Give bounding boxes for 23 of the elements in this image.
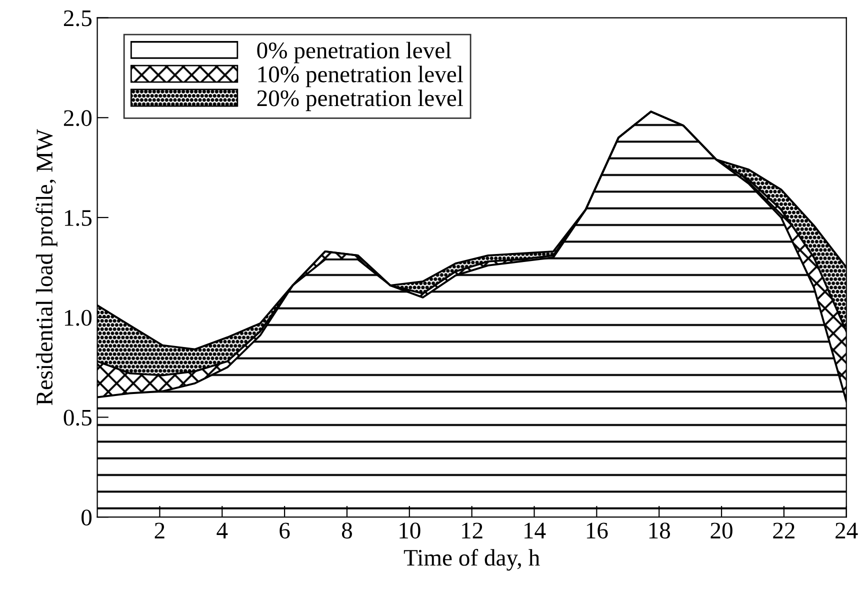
y-tick-label: 1.5 [64,210,92,226]
y-tick-label: 2.0 [64,110,92,126]
x-tick-label: 6 [280,522,290,539]
x-tick-label: 8 [342,522,352,539]
legend-label: 0% penetration level [257,42,452,64]
x-tick-label: 4 [216,522,228,538]
x-tick-label: 16 [586,522,608,539]
x-tick-label: 20 [710,522,732,539]
x-axis-title: Time of day, h [404,548,540,571]
x-tick-label: 12 [462,522,482,538]
x-tick-label: 24 [836,522,858,538]
y-tick-label: 0.5 [64,410,92,426]
y-tick-label: 2.5 [64,10,92,26]
x-tick-label: 10 [400,522,420,539]
x-tick-label: 18 [649,522,670,539]
legend-label: 20% penetration level [257,90,464,112]
y-tick-label: 1.0 [64,310,92,326]
x-tick-label: 22 [773,522,794,538]
y-axis-title: Residential load profile, MW [36,129,58,406]
x-tick-label: 2 [154,522,164,538]
x-tick-label: 14 [524,522,546,538]
legend-label: 10% penetration level [258,66,464,88]
y-tick-label: 0 [82,510,92,526]
